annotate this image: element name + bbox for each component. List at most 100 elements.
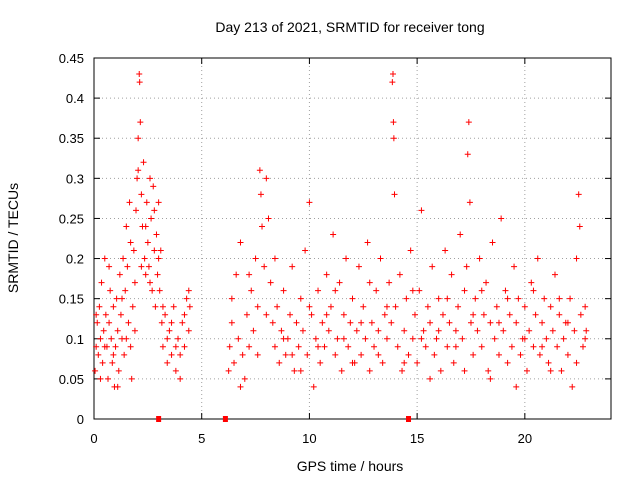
data-point	[364, 239, 371, 246]
data-point	[386, 279, 393, 286]
data-point	[109, 359, 116, 366]
data-point	[418, 207, 425, 214]
data-point	[534, 255, 541, 262]
grid-lines	[94, 58, 611, 419]
data-point	[332, 287, 339, 294]
data-point	[119, 295, 126, 302]
data-point	[136, 79, 143, 86]
data-point	[528, 279, 535, 286]
data-point	[323, 271, 330, 278]
data-point	[506, 311, 513, 318]
data-point	[287, 311, 294, 318]
data-point	[185, 287, 192, 294]
y-tick-label: 0.15	[59, 292, 84, 307]
data-point	[96, 303, 103, 310]
data-point	[155, 255, 162, 262]
y-tick-label: 0.4	[66, 91, 84, 106]
data-point	[573, 255, 580, 262]
data-point	[366, 367, 373, 374]
data-point	[521, 303, 528, 310]
data-point	[549, 327, 556, 334]
data-point	[150, 183, 157, 190]
data-point	[256, 167, 263, 174]
data-point	[98, 279, 105, 286]
data-point	[280, 335, 287, 342]
data-point	[97, 375, 104, 382]
data-point	[248, 287, 255, 294]
x-tick-label: 5	[198, 431, 205, 446]
data-point	[237, 239, 244, 246]
data-point	[539, 343, 546, 350]
data-point	[349, 295, 356, 302]
data-point	[416, 287, 423, 294]
data-point	[93, 343, 100, 350]
data-point	[140, 159, 147, 166]
data-point	[239, 351, 246, 358]
data-point	[355, 263, 362, 270]
x-axis-marker	[222, 416, 228, 422]
chart-title: Day 213 of 2021, SRMTID for receiver ton…	[215, 19, 484, 35]
y-tick-label: 0.3	[66, 171, 84, 186]
data-point	[576, 223, 583, 230]
data-point	[231, 359, 238, 366]
data-point	[271, 255, 278, 262]
data-point	[358, 351, 365, 358]
data-point	[500, 327, 507, 334]
data-point	[95, 351, 102, 358]
data-point	[127, 239, 134, 246]
data-point	[358, 319, 365, 326]
data-point	[306, 199, 313, 206]
data-point	[306, 303, 313, 310]
data-point	[554, 343, 561, 350]
data-point	[153, 231, 160, 238]
data-point	[567, 295, 574, 302]
data-point	[129, 303, 136, 310]
data-point	[142, 223, 149, 230]
data-point	[141, 255, 148, 262]
data-point	[263, 175, 270, 182]
data-point	[579, 343, 586, 350]
data-point	[547, 367, 554, 374]
data-point	[391, 191, 398, 198]
data-point	[106, 263, 113, 270]
data-point	[131, 279, 138, 286]
data-point	[452, 343, 459, 350]
data-point	[414, 359, 421, 366]
data-point	[142, 271, 149, 278]
data-points	[92, 71, 590, 390]
data-point	[124, 263, 131, 270]
y-axis-label: SRMTID / TECUs	[5, 183, 21, 293]
data-point	[162, 311, 169, 318]
data-point	[127, 343, 134, 350]
data-point	[463, 263, 470, 270]
data-point	[323, 311, 330, 318]
data-point	[526, 327, 533, 334]
data-point	[465, 119, 472, 126]
data-point	[470, 311, 477, 318]
data-point	[228, 295, 235, 302]
data-point	[383, 335, 390, 342]
x-tick-label: 15	[410, 431, 424, 446]
data-point	[136, 71, 143, 78]
data-point	[310, 383, 317, 390]
data-point	[179, 319, 186, 326]
plot-frame	[93, 57, 612, 420]
data-point	[539, 319, 546, 326]
data-point	[110, 303, 117, 310]
data-point	[409, 287, 416, 294]
data-point	[269, 319, 276, 326]
data-point	[493, 303, 500, 310]
data-point	[446, 319, 453, 326]
data-point	[100, 327, 107, 334]
data-point	[181, 343, 188, 350]
data-point	[330, 231, 337, 238]
data-point	[114, 327, 121, 334]
data-point	[120, 255, 127, 262]
data-point	[293, 319, 300, 326]
data-point	[583, 327, 590, 334]
data-point	[487, 375, 494, 382]
data-point	[452, 327, 459, 334]
data-point	[573, 359, 580, 366]
data-point	[424, 303, 431, 310]
data-point	[126, 199, 133, 206]
